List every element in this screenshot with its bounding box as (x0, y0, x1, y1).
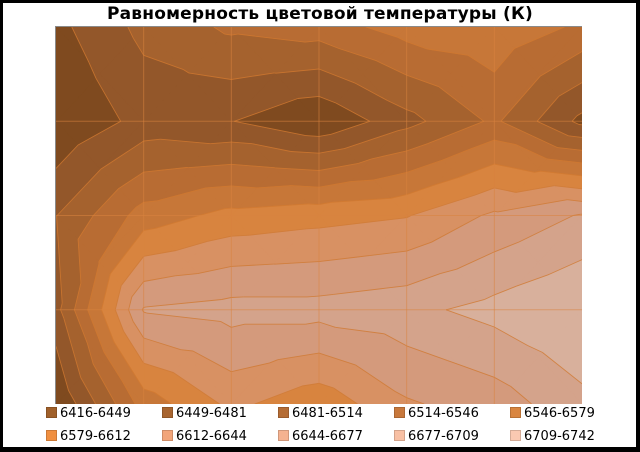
legend-item: 6514-6546 (394, 405, 479, 423)
legend-item: 6449-6481 (162, 405, 247, 423)
legend-item: 6644-6677 (278, 428, 363, 446)
legend-swatch (162, 430, 173, 441)
legend-swatch (510, 430, 521, 441)
legend-label: 6677-6709 (408, 429, 479, 444)
legend-swatch (278, 430, 289, 441)
contour-surface (56, 27, 582, 404)
contour-lines (56, 27, 582, 404)
plot-area (55, 26, 582, 404)
legend-item: 6481-6514 (278, 405, 363, 423)
gridlines (56, 27, 582, 404)
legend-label: 6644-6677 (292, 429, 363, 444)
legend-item: 6677-6709 (394, 428, 479, 446)
legend-item: 6416-6449 (46, 405, 131, 423)
contour-band (114, 185, 582, 404)
legend-label: 6579-6612 (60, 429, 131, 444)
legend-swatch (278, 407, 289, 418)
legend-label: 6416-6449 (60, 406, 131, 421)
legend-label: 6449-6481 (176, 406, 247, 421)
legend-item: 6709-6742 (510, 428, 595, 446)
legend-item: 6546-6579 (510, 405, 595, 423)
legend-swatch (46, 430, 57, 441)
legend-swatch (162, 407, 173, 418)
legend-label: 6612-6644 (176, 429, 247, 444)
legend-swatch (394, 430, 405, 441)
legend-label: 6514-6546 (408, 406, 479, 421)
legend-swatch (46, 407, 57, 418)
legend-swatch (394, 407, 405, 418)
contour-band (56, 27, 582, 404)
contour-band (73, 27, 582, 404)
legend-item: 6579-6612 (46, 428, 131, 446)
legend-label: 6546-6579 (524, 406, 595, 421)
legend-label: 6709-6742 (524, 429, 595, 444)
chart-title: Равномерность цветовой температуры (К) (106, 4, 534, 24)
contour-band (141, 213, 582, 404)
legend-swatch (510, 407, 521, 418)
contour-band (128, 199, 582, 404)
legend-label: 6481-6514 (292, 406, 363, 421)
contour-band (56, 27, 582, 404)
legend-item: 6612-6644 (162, 428, 247, 446)
